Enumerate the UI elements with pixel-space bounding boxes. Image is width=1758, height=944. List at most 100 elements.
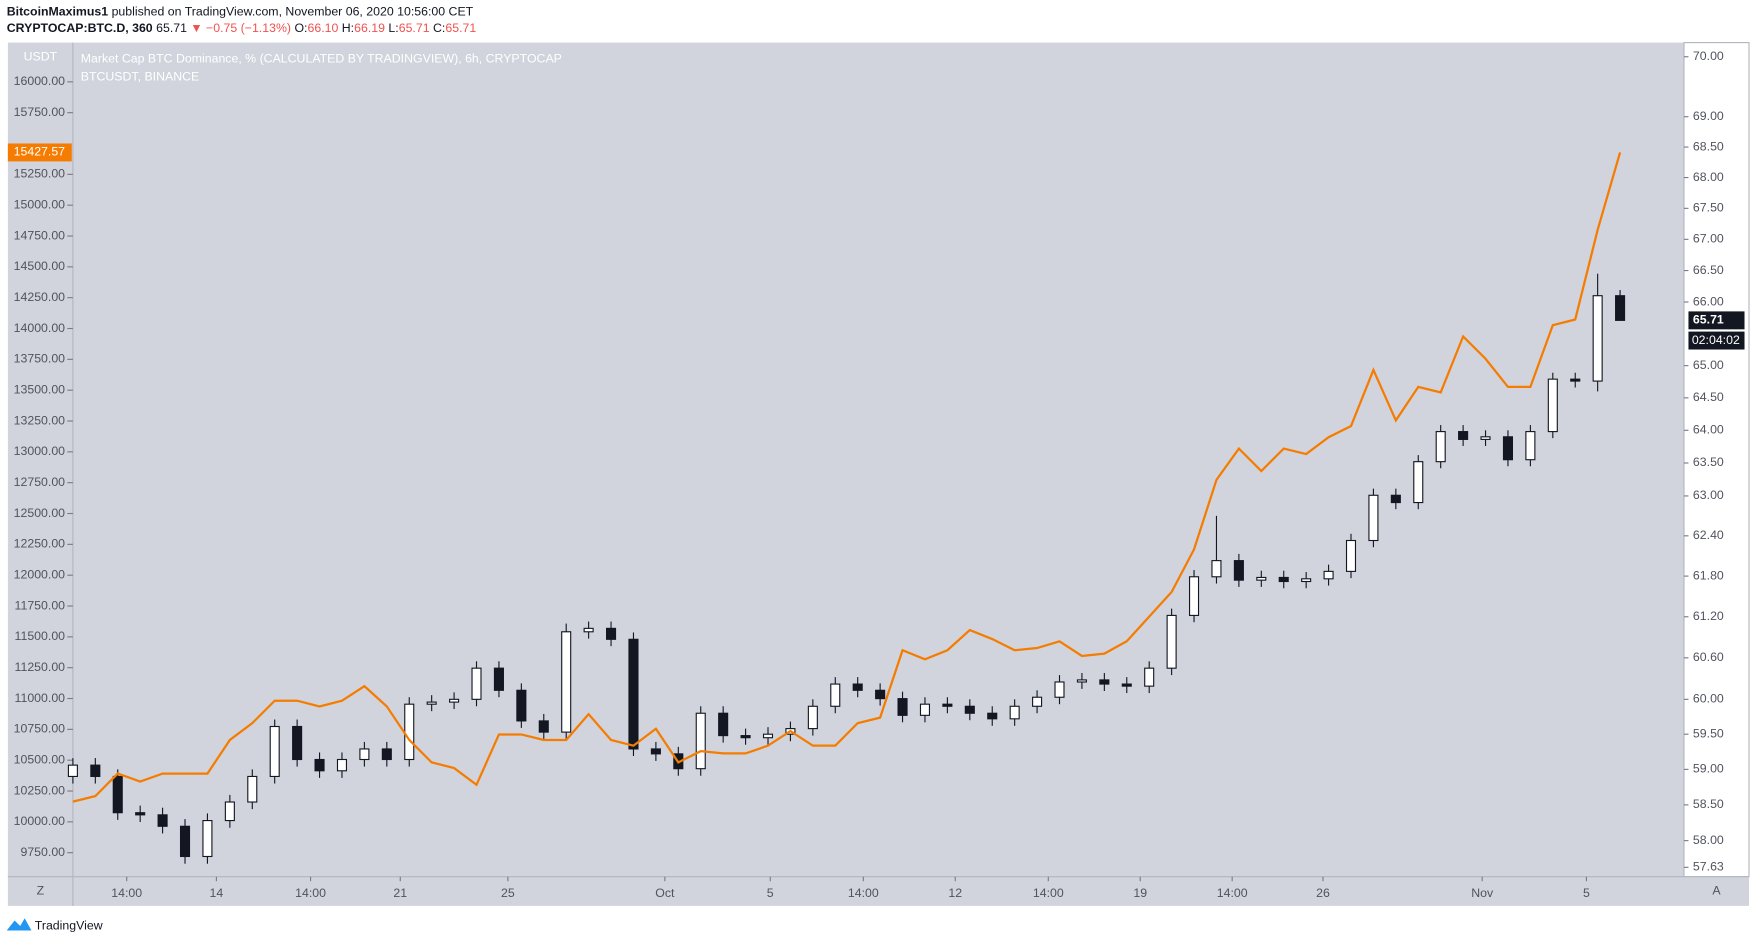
y-axis-label: USDT [24, 49, 58, 63]
candle-body [224, 801, 235, 822]
c-label: C: [433, 21, 445, 35]
candle-body [1323, 570, 1334, 580]
candle-body [830, 683, 841, 707]
y-tick-label: 12750.00 [14, 475, 66, 489]
candle-body [561, 631, 572, 733]
candle-body [1480, 436, 1491, 440]
y-tick-label: 12250.00 [14, 537, 66, 551]
y-tick-label: 14750.00 [14, 228, 66, 242]
countdown: 02:04:02 [1692, 333, 1740, 347]
candle-body [67, 764, 78, 778]
candle-body [1256, 576, 1267, 581]
x-tick-label: 14:00 [848, 886, 879, 900]
y2-tick-label: 58.00 [1693, 833, 1724, 847]
candle-body [718, 712, 729, 737]
right-axis [1683, 42, 1750, 878]
candle-body [987, 712, 998, 720]
y2-tick-label: 67.00 [1693, 232, 1724, 246]
candle-body [1345, 539, 1357, 572]
y2-tick-label: 58.50 [1693, 797, 1724, 811]
o-value: 66.10 [307, 21, 338, 35]
candle-body [1054, 681, 1065, 698]
symbol: CRYPTOCAP:BTC.D, 360 [7, 21, 153, 35]
candle-body [606, 627, 617, 640]
y-tick-label: 12500.00 [14, 506, 66, 520]
change: ▼ −0.75 (−1.13%) [190, 21, 291, 35]
line [72, 152, 1622, 803]
l-value: 65.71 [399, 21, 430, 35]
y2-tick-label: 64.50 [1693, 390, 1724, 404]
candle-body [1368, 494, 1379, 542]
candle-body [1211, 560, 1222, 578]
y2-tick-label: 63.00 [1693, 488, 1724, 502]
candle-body [1233, 560, 1244, 581]
candle-body [314, 758, 325, 772]
candle-body [1121, 683, 1132, 687]
o-label: O: [294, 21, 307, 35]
candle-body [1390, 494, 1401, 504]
x-tick-label: 5 [1583, 886, 1590, 900]
x-tick-label: 19 [1133, 886, 1147, 900]
candle-body [516, 689, 527, 722]
ticker-line: CRYPTOCAP:BTC.D, 360 65.71 ▼ −0.75 (−1.1… [7, 21, 477, 35]
x-tick-label: 14:00 [295, 886, 326, 900]
y-tick-label: 10000.00 [14, 814, 66, 828]
candle-body [762, 733, 774, 739]
y-tick-label: 14500.00 [14, 259, 66, 273]
candle-body [942, 703, 953, 707]
y2-tick-label: 66.00 [1693, 294, 1724, 308]
candle-body [1301, 578, 1312, 583]
candle-body [247, 775, 258, 803]
y2-tick-label: 62.40 [1693, 528, 1724, 542]
candle-body [875, 689, 886, 700]
y-tick-label: 10500.00 [14, 752, 66, 766]
author: BitcoinMaximus1 [7, 5, 109, 19]
y2-tick-label: 59.50 [1693, 726, 1724, 740]
candle-body [650, 748, 661, 755]
y-tick-label: 13000.00 [14, 444, 66, 458]
x-tick-label: 5 [767, 886, 774, 900]
candle-body [919, 703, 931, 716]
y2-tick-label: 66.50 [1693, 263, 1724, 277]
candle-body [1592, 295, 1603, 382]
x-tick-label: 25 [501, 886, 515, 900]
candle-body [336, 758, 348, 772]
candle-body [1076, 679, 1087, 683]
y2-tick-label: 65.00 [1693, 358, 1724, 372]
candle-body [1166, 614, 1177, 669]
candle-body [1413, 461, 1424, 504]
y2-tick-label: 63.50 [1693, 455, 1724, 469]
legend-entry: BTCUSDT, BINANCE [81, 70, 200, 84]
y-tick-label: 13750.00 [14, 352, 66, 366]
countdown-tag [1688, 331, 1745, 350]
l-label: L: [388, 21, 398, 35]
candle-body [359, 748, 370, 761]
zoom-button[interactable]: Z [37, 884, 45, 898]
y-tick-label: 16000.00 [14, 74, 66, 88]
candle-body [404, 703, 415, 761]
candle-body [740, 735, 751, 739]
published: published on TradingView.com, November 0… [112, 5, 474, 19]
y2-tick-label: 60.60 [1693, 650, 1724, 664]
candle-body [695, 712, 706, 770]
candle-body [852, 683, 863, 691]
candle-body [538, 720, 549, 733]
candle-body [1615, 295, 1626, 321]
pane-background [7, 42, 1684, 906]
candle-body [179, 825, 191, 858]
last-value-tag [1688, 311, 1745, 330]
candle-body [157, 814, 168, 827]
y2-tick-label: 61.20 [1693, 609, 1724, 623]
candle-body [449, 698, 460, 703]
x-tick-label: Oct [655, 886, 675, 900]
candle-body [471, 667, 482, 700]
legend-entry: Market Cap BTC Dominance, % (CALCULATED … [81, 52, 562, 66]
candle-body [628, 638, 639, 750]
candle-body [1188, 576, 1200, 616]
auto-button[interactable]: A [1712, 884, 1721, 898]
x-tick-label: 14:00 [1033, 886, 1064, 900]
last-value-tag [7, 143, 72, 162]
candle-body [292, 725, 303, 761]
x-tick-label: Nov [1471, 886, 1494, 900]
y-tick-label: 10750.00 [14, 722, 66, 736]
